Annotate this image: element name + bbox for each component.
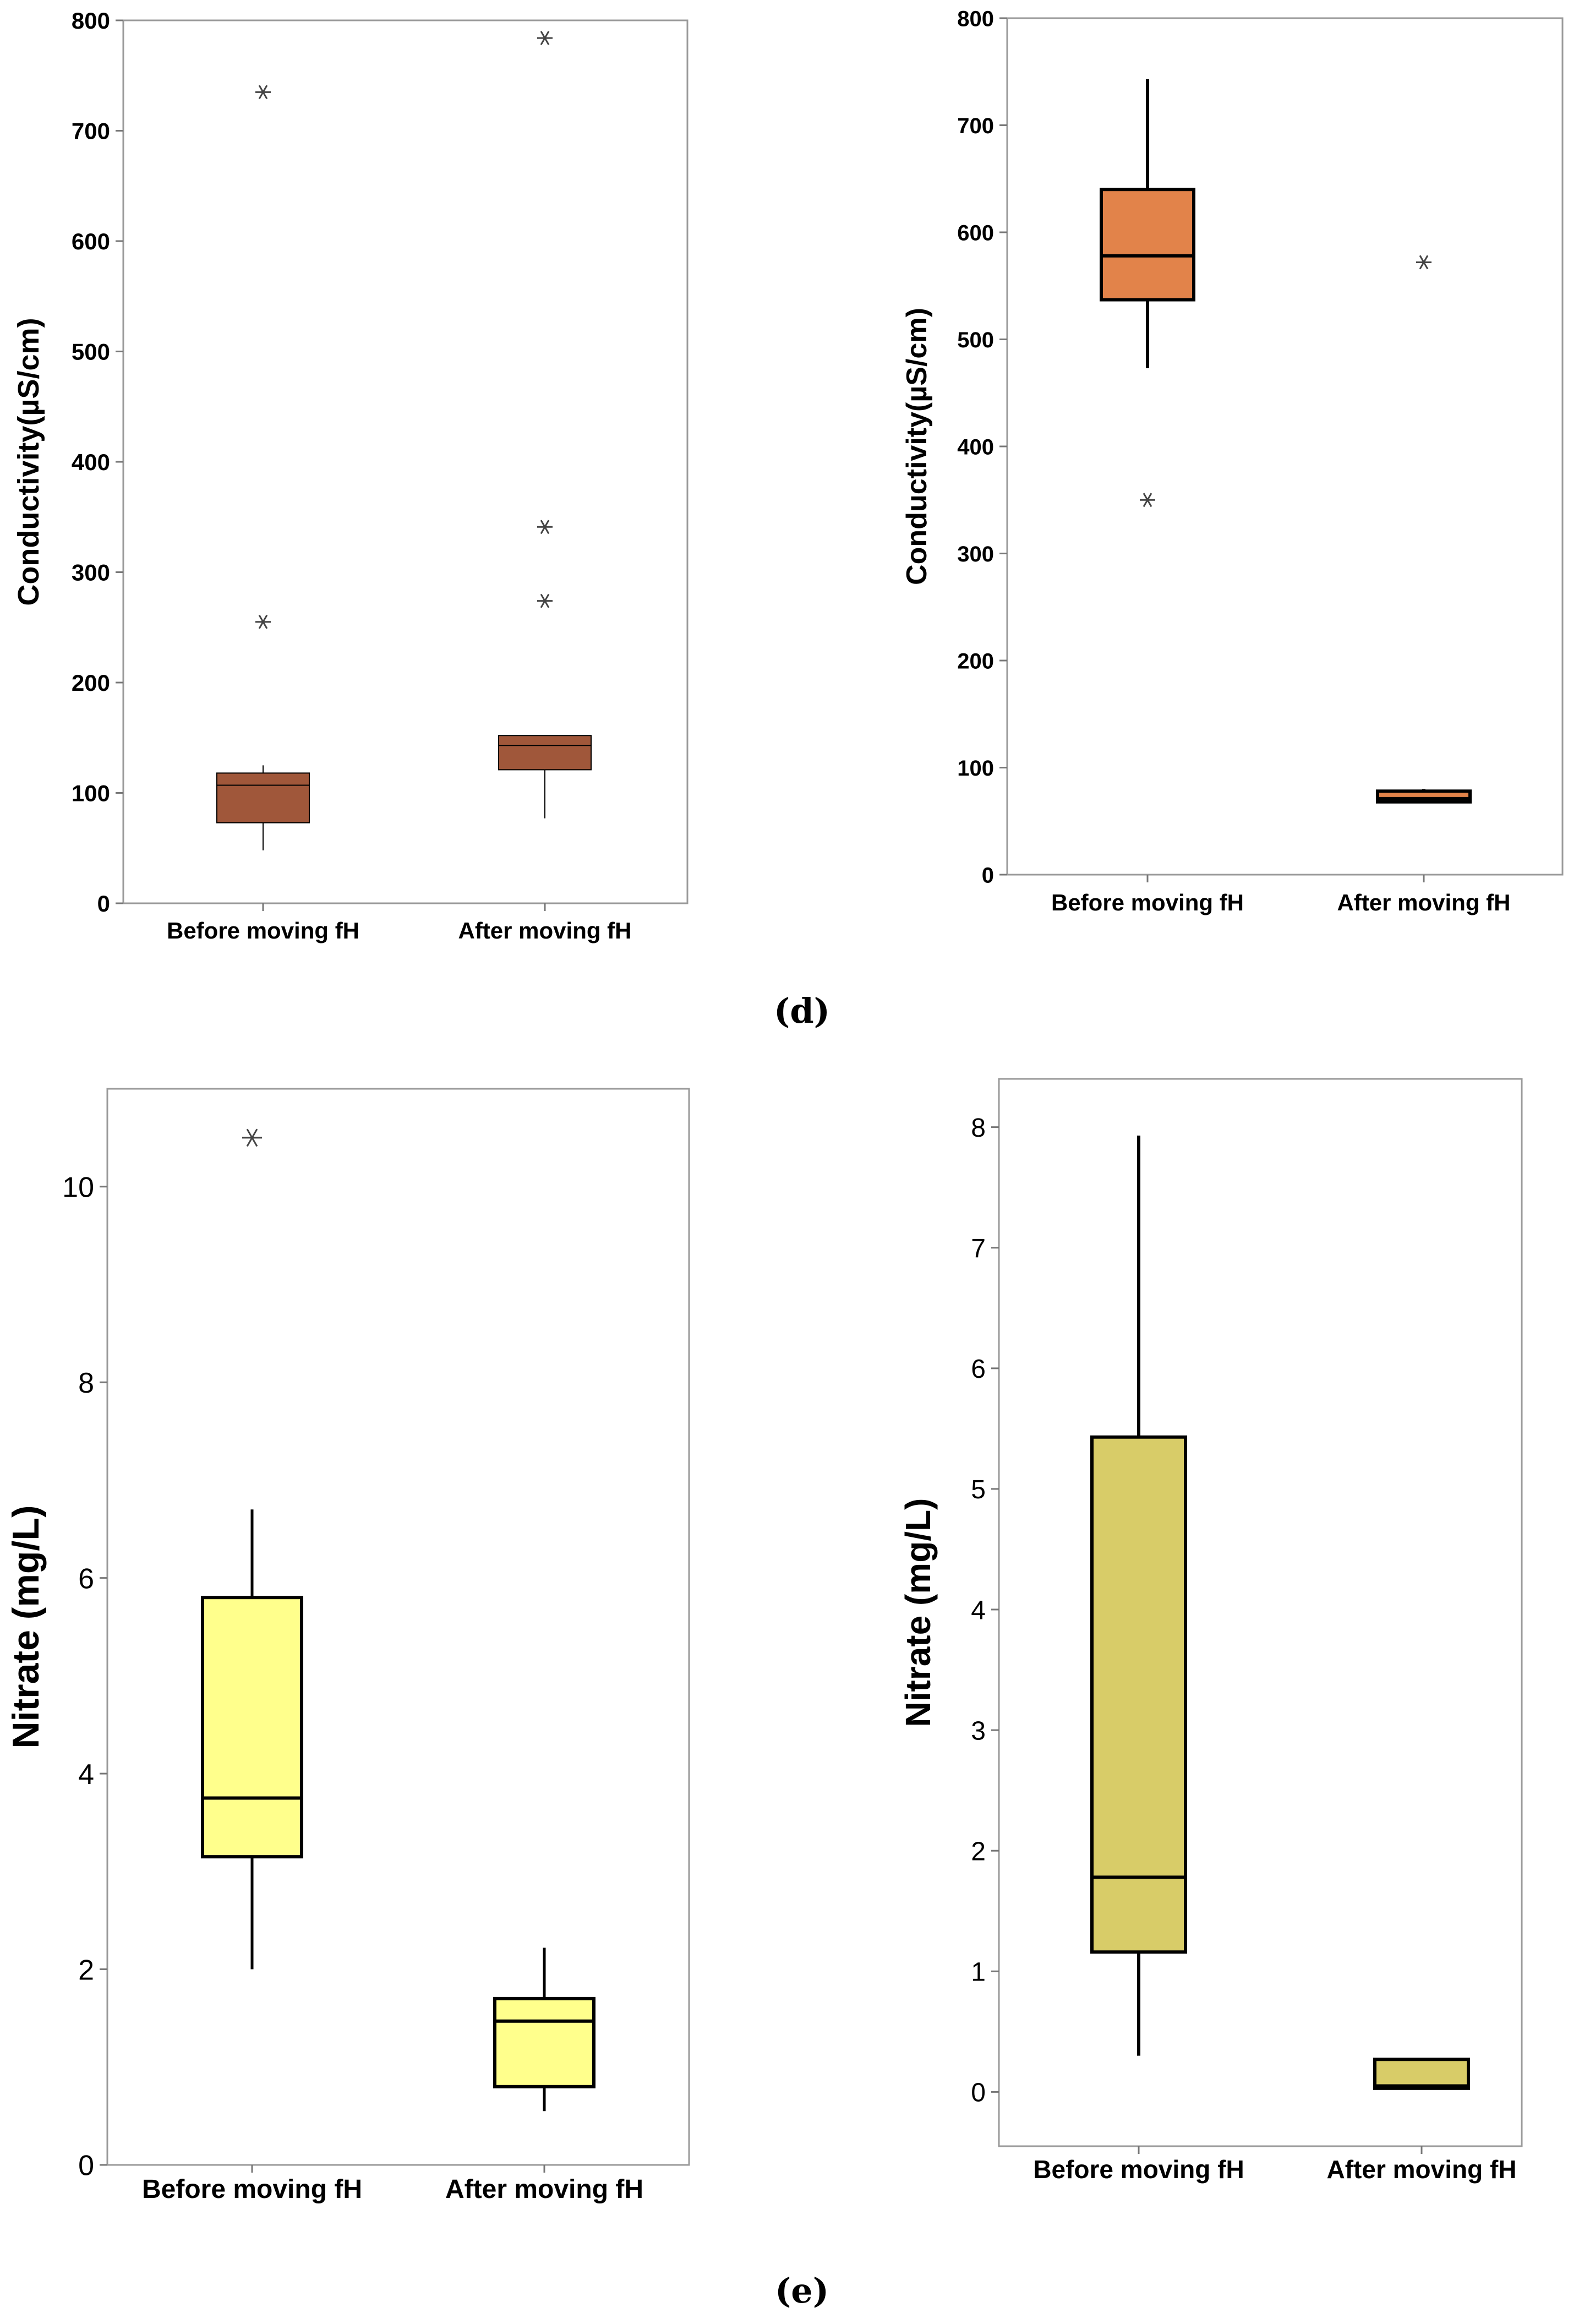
e-right-y-axis-label: Nitrate (mg/L) (898, 1498, 938, 1727)
d-left-category-label-2: After moving fH (458, 918, 632, 943)
e-right-y-tick-label: 4 (971, 1596, 986, 1625)
d-right-outlier-1 (1140, 493, 1155, 508)
e-right-y-tick-label: 7 (971, 1234, 986, 1263)
d-left-y-tick-label: 200 (72, 670, 110, 696)
d-right-box-1 (1100, 188, 1195, 302)
e-right-y-tick-label: 0 (971, 2078, 986, 2108)
e-right-box-2 (1373, 2058, 1470, 2090)
e-right-y-tick-label: 3 (971, 1716, 986, 1745)
e-left-box-1 (201, 1596, 303, 1859)
d-right-outlier-2 (1416, 255, 1432, 270)
e-left-y-tick-label: 4 (78, 1759, 94, 1791)
d-left-outlier-2 (537, 593, 553, 608)
d-left-y-axis-label: Conductivity(µS/cm) (12, 318, 45, 605)
d-right-y-axis-label: Conductivity(µS/cm) (901, 308, 933, 585)
e-left-y-tick-label: 2 (78, 1954, 94, 1986)
e-left-outlier-1 (242, 1128, 262, 1147)
d-left-y-tick-label: 0 (97, 891, 110, 916)
e-left-y-tick-label: 0 (78, 2150, 94, 2182)
e-right-y-tick-label: 8 (971, 1114, 986, 1143)
panel-label-e: (e) (774, 2271, 829, 2311)
e-left-plot-frame (106, 1088, 690, 2166)
e-right-y-tick-label: 2 (971, 1837, 986, 1866)
e-right-plot-frame (998, 1078, 1523, 2147)
d-right-y-tick-label: 300 (957, 542, 994, 566)
d-left-box-2 (498, 735, 592, 771)
d-left-y-tick-label: 800 (72, 8, 110, 34)
d-right-y-tick-label: 100 (957, 756, 994, 781)
d-left-plot-frame (122, 19, 689, 904)
d-left-y-tick-label: 100 (72, 781, 110, 806)
d-left-y-tick-label: 300 (72, 560, 110, 586)
e-right-category-label-1: Before moving fH (1033, 2155, 1244, 2184)
d-left-outlier-2 (537, 31, 553, 46)
d-right-category-label-2: After moving fH (1337, 890, 1511, 915)
e-left-box-2 (493, 1996, 595, 2088)
e-right-y-tick-label: 1 (971, 1958, 986, 1987)
e-right-y-tick-label: 6 (971, 1355, 986, 1384)
d-right-y-tick-label: 600 (957, 221, 994, 245)
d-right-y-tick-label: 200 (957, 649, 994, 673)
e-right-y-tick-label: 5 (971, 1475, 986, 1504)
e-left-y-tick-label: 10 (62, 1171, 94, 1203)
d-left-y-tick-label: 500 (72, 339, 110, 365)
e-left-y-tick-label: 6 (78, 1563, 94, 1595)
d-right-category-label-1: Before moving fH (1051, 890, 1244, 915)
d-left-y-tick-label: 600 (72, 228, 110, 254)
d-right-y-tick-label: 500 (957, 328, 994, 352)
d-right-y-tick-label: 0 (982, 863, 994, 887)
d-left-y-tick-label: 400 (72, 449, 110, 475)
d-left-outlier-2 (537, 520, 553, 534)
d-right-y-tick-label: 400 (957, 435, 994, 459)
d-left-outlier-1 (255, 614, 271, 629)
d-left-category-label-1: Before moving fH (167, 918, 359, 943)
d-left-y-tick-label: 700 (72, 118, 110, 144)
e-left-y-tick-label: 8 (78, 1367, 94, 1399)
panel-label-d: (d) (773, 991, 831, 1031)
e-right-category-label-2: After moving fH (1327, 2155, 1517, 2184)
e-left-category-label-1: Before moving fH (142, 2175, 362, 2204)
e-right-box-1 (1090, 1435, 1187, 1954)
d-right-y-tick-label: 800 (957, 7, 994, 31)
d-right-y-tick-label: 700 (957, 114, 994, 138)
d-right-plot-frame (1006, 17, 1564, 876)
e-left-y-axis-label: Nitrate (mg/L) (5, 1505, 47, 1749)
e-left-category-label-2: After moving fH (445, 2175, 643, 2204)
d-left-outlier-1 (255, 85, 271, 100)
d-left-box-1 (216, 772, 310, 823)
